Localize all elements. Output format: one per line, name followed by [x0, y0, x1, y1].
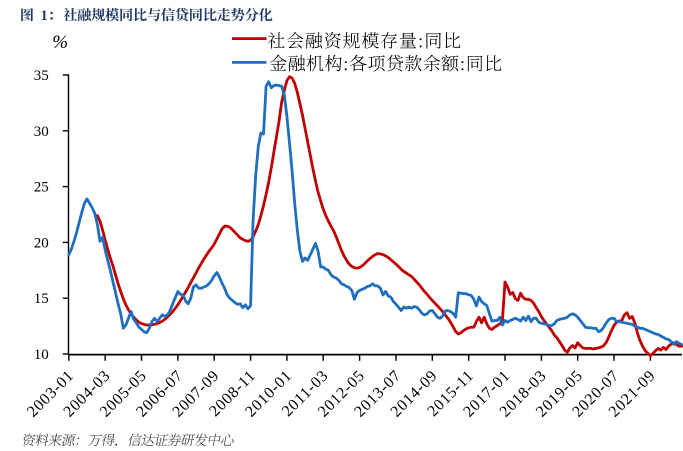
svg-text:20: 20 [34, 235, 49, 251]
svg-text:15: 15 [34, 291, 49, 307]
svg-text:10: 10 [34, 347, 49, 363]
svg-text:25: 25 [34, 180, 49, 196]
svg-text:35: 35 [34, 68, 49, 84]
svg-text:30: 30 [34, 124, 49, 140]
svg-text:1: 1 [41, 8, 48, 24]
svg-text:%: % [52, 32, 68, 53]
